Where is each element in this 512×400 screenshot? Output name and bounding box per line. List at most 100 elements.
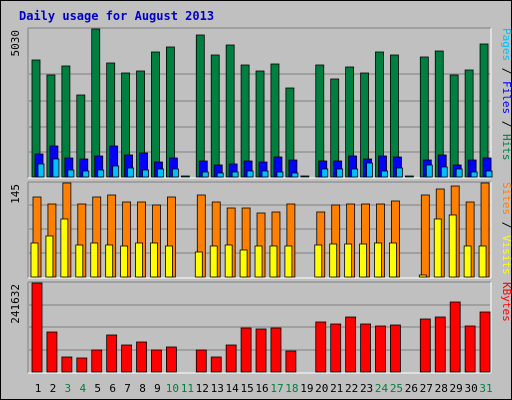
bar-sites-day-1 bbox=[30, 242, 39, 278]
bar-pages-day-21 bbox=[336, 168, 344, 178]
bar-kbytes-day-16 bbox=[255, 328, 267, 373]
legend-pages: Pages bbox=[500, 28, 512, 61]
bar-kbytes-day-3 bbox=[61, 356, 73, 373]
bar-kbytes-day-7 bbox=[121, 344, 133, 373]
bar-kbytes-day-29 bbox=[449, 301, 461, 373]
bar-kbytes-day-30 bbox=[464, 325, 476, 373]
bar-hits-day-27 bbox=[419, 56, 429, 178]
bar-kbytes-day-21 bbox=[330, 323, 342, 373]
bar-kbytes-day-15 bbox=[240, 327, 252, 373]
bar-pages-day-28 bbox=[440, 166, 448, 178]
x-tick-day-12: 12 bbox=[196, 382, 209, 395]
bar-kbytes-day-31 bbox=[479, 311, 491, 373]
bar-pages-day-22 bbox=[351, 168, 359, 178]
bar-kbytes-day-4 bbox=[76, 357, 88, 373]
chart-title: Daily usage for August 2013 bbox=[19, 9, 215, 23]
x-tick-day-20: 20 bbox=[315, 382, 328, 395]
legend-slash: / bbox=[500, 114, 512, 127]
bar-sites-day-14 bbox=[224, 244, 233, 278]
x-tick-day-22: 22 bbox=[345, 382, 358, 395]
bar-sites-day-17 bbox=[269, 245, 278, 278]
bar-sites-day-28 bbox=[433, 218, 442, 278]
bar-kbytes-day-2 bbox=[46, 331, 58, 373]
bar-sites-day-4 bbox=[75, 244, 84, 278]
bar-sites-day-6 bbox=[105, 244, 114, 278]
bar-pages-day-10 bbox=[172, 168, 179, 178]
legend-sites: Sites bbox=[500, 182, 512, 215]
x-tick-day-24: 24 bbox=[375, 382, 389, 395]
bar-pages-day-27 bbox=[425, 164, 433, 178]
x-tick-day-18: 18 bbox=[285, 382, 298, 395]
bar-pages-day-3 bbox=[67, 169, 75, 178]
bar-kbytes-day-5 bbox=[91, 349, 103, 373]
bar-hits-day-10 bbox=[166, 46, 175, 178]
bar-kbytes-day-8 bbox=[136, 341, 147, 373]
x-tick-day-3: 3 bbox=[65, 382, 72, 395]
bar-visits-day-27 bbox=[420, 194, 430, 278]
bar-sites-day-8 bbox=[135, 242, 143, 278]
bar-pages-day-7 bbox=[127, 167, 135, 178]
bar-pages-day-6 bbox=[112, 165, 120, 178]
bar-kbytes-day-9 bbox=[151, 349, 162, 373]
x-tick-day-23: 23 bbox=[360, 382, 373, 395]
bar-kbytes-day-14 bbox=[225, 344, 237, 373]
bar-pages-day-9 bbox=[157, 168, 164, 178]
bar-hits-day-31 bbox=[479, 43, 489, 178]
bar-kbytes-day-28 bbox=[434, 316, 446, 373]
bar-pages-day-12 bbox=[201, 171, 209, 178]
bar-sites-day-22 bbox=[344, 243, 353, 278]
legend-visits: Visits bbox=[500, 228, 512, 274]
bar-sites-day-3 bbox=[60, 218, 69, 278]
bar-sites-day-10 bbox=[165, 245, 173, 278]
x-tick-day-4: 4 bbox=[79, 382, 86, 395]
bar-sites-day-20 bbox=[314, 244, 323, 278]
bar-sites-day-24 bbox=[374, 242, 382, 278]
legend-files: Files bbox=[500, 74, 512, 114]
bar-sites-day-25 bbox=[389, 242, 397, 278]
bar-pages-day-5 bbox=[97, 169, 105, 178]
bar-pages-day-4 bbox=[82, 170, 90, 178]
bar-kbytes-day-1 bbox=[31, 282, 43, 373]
bar-pages-day-29 bbox=[455, 168, 463, 178]
legend-kbytes: KBytes bbox=[500, 282, 512, 322]
bar-hits-day-15 bbox=[240, 64, 250, 178]
bar-pages-day-2 bbox=[52, 158, 60, 178]
bar-sites-day-27 bbox=[418, 274, 427, 278]
bar-sites-day-15 bbox=[239, 249, 248, 278]
bar-hits-day-5 bbox=[91, 28, 101, 178]
x-tick-day-14: 14 bbox=[226, 382, 240, 395]
bar-pages-day-31 bbox=[485, 170, 493, 178]
bar-pages-day-24 bbox=[381, 170, 388, 178]
x-tick-day-16: 16 bbox=[255, 382, 268, 395]
bar-hits-day-9 bbox=[151, 51, 160, 178]
bar-pages-day-17 bbox=[276, 171, 284, 178]
bar-sites-day-23 bbox=[359, 243, 367, 278]
bar-hits-day-12 bbox=[195, 34, 205, 178]
legend-slash: / bbox=[500, 215, 512, 228]
y-max-label: 5030 bbox=[9, 30, 22, 57]
bar-sites-day-16 bbox=[254, 245, 263, 278]
x-tick-day-6: 6 bbox=[109, 382, 116, 395]
x-tick-day-25: 25 bbox=[390, 382, 403, 395]
bar-sites-day-29 bbox=[448, 214, 457, 278]
bar-kbytes-day-12 bbox=[195, 349, 207, 373]
bar-pages-day-18 bbox=[291, 172, 299, 178]
bar-hits-day-29 bbox=[449, 74, 459, 178]
bar-sites-day-5 bbox=[90, 242, 99, 278]
bar-kbytes-day-10 bbox=[166, 346, 177, 373]
x-tick-day-30: 30 bbox=[464, 382, 477, 395]
x-tick-day-9: 9 bbox=[154, 382, 161, 395]
x-tick-day-21: 21 bbox=[330, 382, 343, 395]
bar-sites-day-13 bbox=[209, 245, 218, 278]
bar-pages-day-30 bbox=[470, 171, 478, 178]
bar-pages-day-1 bbox=[37, 163, 45, 178]
bar-kbytes-day-25 bbox=[390, 324, 401, 373]
x-tick-day-2: 2 bbox=[50, 382, 57, 395]
bar-kbytes-day-18 bbox=[285, 350, 297, 373]
bar-hits-day-19 bbox=[300, 175, 310, 178]
y-legend-label: Sites / Visits bbox=[500, 182, 512, 275]
bar-kbytes-day-24 bbox=[375, 325, 386, 373]
bar-hits-day-26 bbox=[404, 175, 414, 178]
bar-sites-day-9 bbox=[150, 242, 158, 278]
